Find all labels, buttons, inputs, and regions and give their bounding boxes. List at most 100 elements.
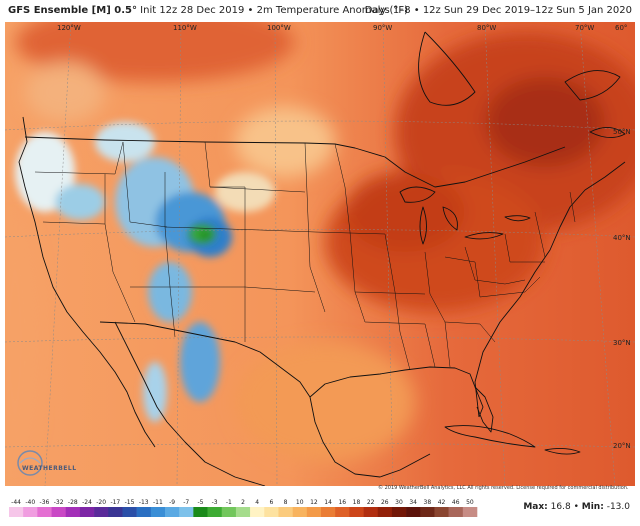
colorbar-swatch [264,507,279,517]
lake-huron [442,206,458,231]
colorbar-tick-label: -20 [96,499,106,506]
colorbar-tick-label: 14 [324,499,332,506]
east-coastline [474,161,626,418]
stats-separator: • [573,502,579,512]
colorbar-swatch [207,507,223,517]
colorbar-swatch [250,507,265,517]
colorbar-swatch [278,507,293,517]
colorbar-swatch [193,507,208,517]
us-mexico-border [99,321,311,398]
colorbar-swatch [150,507,166,517]
lake-michigan [419,206,427,245]
colorbar-swatch [51,507,67,517]
copyright-notice: © 2019 WeatherBell Analytics, LLC All ri… [378,485,629,491]
colorbar-tick-label: -13 [139,499,149,506]
colorbar-tick-label: 18 [353,499,361,506]
lon-label-90w: 90°W [373,24,393,32]
map-canvas [5,22,635,486]
colorbar-swatch [420,507,435,517]
colorbar-swatch [221,507,237,517]
lon-label-60w: 60° [615,24,628,32]
colorbar-tick-label: -3 [212,499,218,506]
lat-label-30n: 30°N [613,339,631,347]
colorbar-tick-label: -9 [169,499,175,506]
separator: • [247,5,254,16]
florida-coast [474,386,494,433]
min-value: -13.0 [606,502,630,512]
colorbar-tick-label: 38 [424,499,432,506]
colorbar-tick-label: 4 [255,499,259,506]
lon-label-70w: 70°W [575,24,595,32]
colorbar-swatch [292,507,308,517]
colorbar-tick-label: 6 [269,499,273,506]
colorbar-swatch [462,507,478,517]
max-value: 16.8 [550,502,571,512]
colorbar-tick-label: -1 [226,499,232,506]
boundaries [18,31,626,486]
colorbar-swatch [321,507,336,517]
lat-label-20n: 20°N [613,442,631,450]
lake-erie [464,232,504,240]
min-label: Min: [581,502,604,512]
colorbar-tick-label: -11 [153,499,163,506]
colorbar-tick-label: 26 [381,499,389,506]
logo-text: WEATHERBELL [22,465,77,472]
colorbar-swatch [79,507,95,517]
colorbar-swatch [363,507,379,517]
colorbar-swatch [136,507,152,517]
colorbar-tick-label: 46 [452,499,460,506]
lon-label-100w: 100°W [267,24,291,32]
cuba [444,425,536,448]
colorbar-swatch [377,507,393,517]
colorbar-swatch [306,507,322,517]
model-title: GFS Ensemble [M] 0.5° [8,5,137,16]
colorbar-tick-label: -24 [82,499,92,506]
colorbar-tick-label: -36 [40,499,50,506]
colorbar-tick-label: 16 [338,499,346,506]
lat-label-40n: 40°N [613,234,631,242]
colorbar-swatch [165,507,180,517]
colorbar-tick-label: 42 [438,499,446,506]
anomaly-map: 120°W 110°W 100°W 90°W 80°W 70°W 60° 50°… [5,22,635,486]
colorbar-swatch [23,507,38,517]
colorbar-swatch [235,507,251,517]
warm-anomaly-layer [15,22,635,462]
max-label: Max: [523,502,548,512]
colorbar-tick-label: 34 [409,499,417,506]
lat-label-50n: 50°N [613,128,631,136]
colorbar-tick-label: 12 [310,499,318,506]
colorbar-tick-label: -15 [125,499,135,506]
lon-label-110w: 110°W [173,24,197,32]
colorbar-swatch [349,507,364,517]
colorbar-tick-label: -28 [68,499,78,506]
colorbar-swatch [335,507,350,517]
colorbar-swatch [406,507,421,517]
colorbar-tick-label: 2 [241,499,245,506]
colorbar-swatch [179,507,194,517]
colorbar-legend: -44 -40 -36 -32 -28 -24 -20 -17 -15 -13 -11 -9 -7 -5-… [9,499,478,517]
lake-superior [399,186,436,203]
colorbar-swatch [434,507,449,517]
gulf-coastline [309,366,484,418]
max-min-stats: Max: 16.8 • Min: -13.0 [523,502,630,512]
colorbar-tick-label: 10 [296,499,304,506]
state-lines [34,141,576,371]
cool-anomaly-layer [15,122,275,422]
west-coastline [18,116,156,448]
colorbar-tick-label: -40 [25,499,35,506]
colorbar-tick-label: -17 [110,499,120,506]
colorbar-swatch [37,507,52,517]
lon-label-120w: 120°W [57,24,81,32]
colorbar-swatch [108,507,123,517]
colorbar-swatch [448,507,464,517]
colorbar-swatch [65,507,81,517]
lon-label-80w: 80°W [477,24,497,32]
weatherbell-logo-icon [17,450,43,476]
colorbar-swatch [391,507,407,517]
colorbar-swatch [9,507,24,517]
colorbar-swatch [122,507,137,517]
colorbar-swatch [94,507,109,517]
hispaniola [544,447,581,455]
green-anomaly-core [189,225,215,243]
map-header: GFS Ensemble [M] 0.5° Init 12z 28 Dec 20… [0,0,640,22]
